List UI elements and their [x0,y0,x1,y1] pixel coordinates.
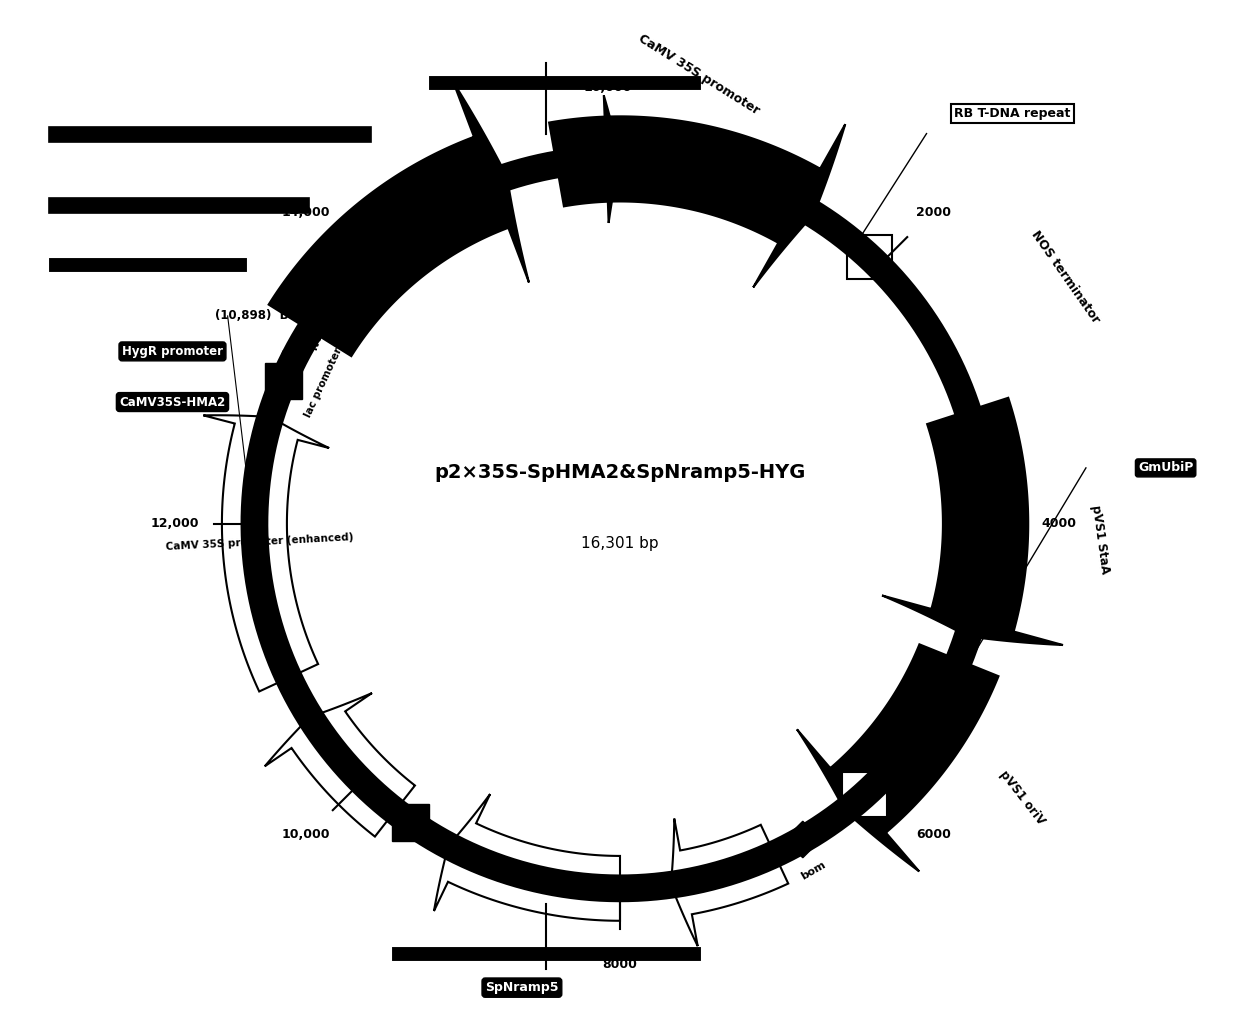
Text: p2×35S-SpHMA2&SpNramp5-HYG: p2×35S-SpHMA2&SpNramp5-HYG [434,463,806,483]
Text: KanR: KanR [516,864,549,881]
Text: pVS1 oriV: pVS1 oriV [997,768,1048,828]
Polygon shape [671,819,789,946]
Polygon shape [203,415,329,691]
Text: 2000: 2000 [916,206,951,219]
Text: 16,000: 16,000 [584,81,632,94]
Polygon shape [578,96,620,223]
Text: ori: ori [709,863,729,876]
Bar [265,363,301,400]
Text: 6000: 6000 [916,828,951,841]
Text: lac promoter: lac promoter [303,346,343,419]
Text: 14,000: 14,000 [281,206,330,219]
Text: NOS terminator: NOS terminator [310,263,353,352]
Text: 16,301 bp: 16,301 bp [582,536,658,551]
Bar [847,234,892,279]
Bar [842,772,887,816]
Text: NOS terminator: NOS terminator [1028,228,1102,326]
Text: CaMV 35S promoter (enhanced): CaMV 35S promoter (enhanced) [166,533,355,553]
Text: 4000: 4000 [1042,518,1076,530]
Text: CaMV35S-HMA2: CaMV35S-HMA2 [119,395,226,409]
Text: RB T-DNA repeat: RB T-DNA repeat [954,107,1070,120]
Polygon shape [797,644,998,872]
Polygon shape [434,794,620,921]
Text: (10,898)  BamHI: (10,898) BamHI [216,309,324,322]
Text: HygR promoter: HygR promoter [122,345,223,357]
Polygon shape [882,397,1063,645]
Text: 12,000: 12,000 [151,518,200,530]
Bar [317,268,355,304]
Text: CaMV 35S promoter: CaMV 35S promoter [636,32,763,117]
Text: bom: bom [800,860,828,881]
Text: pVS1 StaA: pVS1 StaA [1089,504,1111,575]
Bar [392,804,429,841]
Text: HygR: HygR [337,749,367,779]
Text: SpNramp5: SpNramp5 [485,981,559,994]
Polygon shape [269,82,529,356]
Text: GmUbiP: GmUbiP [1138,461,1193,474]
Polygon shape [549,116,846,288]
Text: 8000: 8000 [603,958,637,971]
Text: 10,000: 10,000 [281,828,330,841]
Polygon shape [264,693,415,837]
Polygon shape [785,822,821,858]
